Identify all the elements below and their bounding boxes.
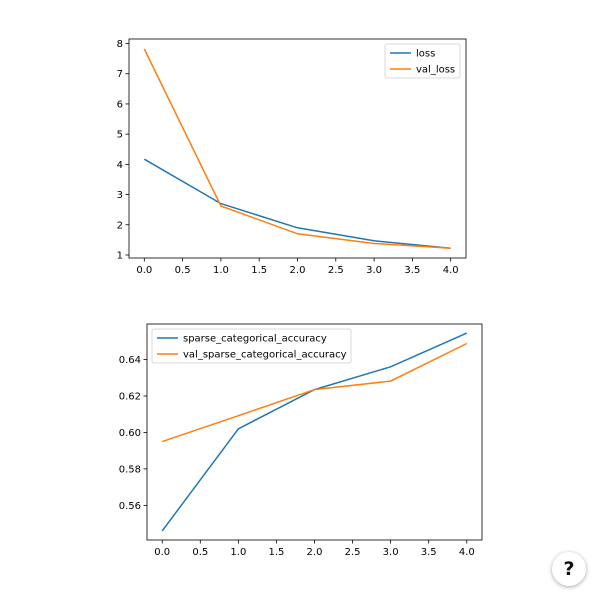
x-tick-label: 1.5	[251, 265, 267, 276]
x-tick-label: 2.5	[345, 547, 361, 558]
x-tick-label: 3.0	[383, 547, 399, 558]
y-tick-label: 4	[117, 160, 123, 171]
y-tick-label: 6	[117, 99, 123, 110]
x-tick-label: 1.0	[230, 547, 246, 558]
y-tick-label: 8	[117, 39, 123, 50]
x-tick-label: 2.5	[328, 265, 344, 276]
x-tick-label: 2.0	[290, 265, 306, 276]
x-tick-label: 0.0	[154, 547, 170, 558]
legend-label: sparse_categorical_accuracy	[183, 334, 327, 345]
x-tick-label: 1.5	[268, 547, 284, 558]
series-line-val_loss	[143, 48, 451, 250]
y-tick-label: 0.58	[119, 464, 141, 475]
y-tick-label: 0.56	[119, 501, 141, 512]
series-line-loss	[143, 158, 451, 250]
x-tick-label: 0.0	[136, 265, 152, 276]
legend-label: val_loss	[416, 65, 455, 76]
legend: sparse_categorical_accuracy val_sparse_ca…	[151, 328, 352, 364]
x-tick-label: 4.0	[443, 265, 459, 276]
y-tick-label: 7	[117, 69, 123, 80]
y-tick-label: 0.64	[119, 355, 141, 366]
x-tick-label: 0.5	[175, 265, 191, 276]
x-tick-label: 3.0	[366, 265, 382, 276]
x-tick-label: 3.5	[404, 265, 420, 276]
legend-label: val_sparse_categorical_accuracy	[183, 350, 347, 361]
x-tick-label: 1.0	[213, 265, 229, 276]
legend-label: loss	[416, 49, 435, 60]
x-tick-label: 4.0	[459, 547, 475, 558]
chart-2: 0.0 0.5 1.0 1.5 2.0 2.5 3.0 3.5 4.0 0.56 0.58 0.60 0…	[119, 323, 483, 558]
y-tick-label: 2	[117, 220, 123, 231]
y-tick-label: 0.62	[119, 392, 141, 403]
x-tick-label: 2.0	[307, 547, 323, 558]
help-button[interactable]: ?	[552, 552, 586, 586]
y-tick-label: 0.60	[119, 428, 141, 439]
legend: loss val_loss	[384, 43, 461, 79]
chart-1: 0.0 0.5 1.0 1.5 2.0 2.5 3.0 3.5 4.0 1 2 3 4 5 6 7 8 loss v…	[117, 38, 467, 276]
y-tick-label: 3	[117, 190, 123, 201]
y-tick-label: 5	[117, 130, 123, 141]
series-line-val_sparse_categorical_accuracy	[161, 342, 468, 443]
legend-frame	[151, 328, 352, 364]
x-tick-label: 3.5	[421, 547, 437, 558]
y-tick-label: 1	[117, 250, 123, 261]
x-tick-label: 0.5	[192, 547, 208, 558]
help-icon: ?	[563, 558, 575, 580]
